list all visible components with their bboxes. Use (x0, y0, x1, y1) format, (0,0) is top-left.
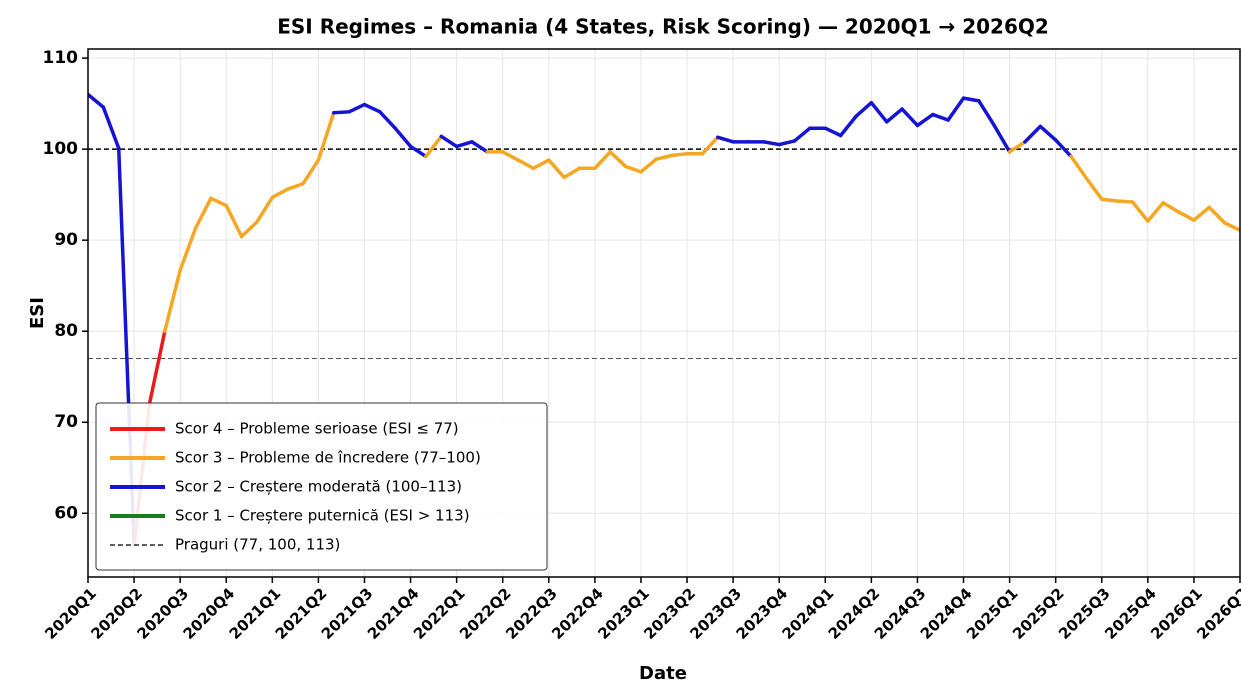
line-segment (777, 139, 797, 147)
line-segment (854, 100, 874, 119)
y-tick-label: 100 (43, 139, 79, 159)
line-segment (255, 195, 275, 224)
line-segment (239, 220, 259, 239)
line-segment (1038, 124, 1058, 142)
line-segment (285, 181, 305, 191)
line-segment (669, 151, 689, 158)
line-segment (1069, 154, 1089, 181)
line-segment (700, 135, 720, 156)
x-axis-label: Date (639, 663, 687, 683)
y-tick-label: 90 (54, 230, 78, 250)
line-segment (762, 140, 781, 147)
line-segment (178, 226, 198, 272)
line-segment (915, 112, 935, 128)
legend: Scor 4 – Probleme serioase (ESI ≤ 77) Sco… (95, 402, 548, 571)
line-segment (362, 102, 382, 114)
line-segment (1100, 197, 1119, 203)
line-segment (1053, 138, 1073, 159)
line-segment (347, 102, 367, 114)
line-segment (408, 144, 428, 159)
line-segment (439, 134, 459, 149)
line-segment (547, 158, 566, 180)
line-segment (163, 268, 182, 333)
line-segment (1007, 140, 1027, 154)
line-segment (332, 110, 351, 115)
line-segment (1192, 205, 1212, 222)
line-segment (470, 140, 490, 154)
line-segment (424, 134, 444, 159)
legend-label: Scor 2 – Creștere moderată (100–113) (175, 478, 462, 496)
line-segment (316, 110, 336, 162)
line-segment (500, 150, 520, 162)
line-segment (838, 114, 858, 138)
line-segment (1084, 176, 1104, 201)
line-segment (270, 187, 290, 200)
line-segment (1115, 199, 1135, 204)
y-tick-label: 80 (54, 321, 78, 341)
line-segment (869, 100, 889, 124)
line-segment (393, 126, 413, 149)
line-segment (900, 107, 920, 128)
line-segment (301, 158, 321, 186)
line-segment (562, 166, 582, 180)
line-segment (1207, 205, 1227, 225)
line-segment (1222, 221, 1240, 232)
line-segment (608, 150, 628, 169)
line-segment (88, 92, 106, 110)
legend-box (95, 402, 548, 571)
line-segment (623, 164, 643, 174)
legend-label: Scor 3 – Probleme de încredere (77–100) (175, 449, 481, 467)
line-segment (209, 196, 228, 208)
line-segment (531, 158, 551, 171)
line-segment (716, 135, 735, 144)
line-segment (654, 153, 674, 161)
line-segment (1161, 201, 1181, 214)
line-segment (101, 105, 121, 150)
legend-label: Scor 4 – Probleme serioase (ESI ≤ 77) (175, 420, 459, 438)
line-segment (224, 203, 244, 239)
chart-title: ESI Regimes – Romania (4 States, Risk Sc… (277, 15, 1049, 39)
legend-label: Scor 1 – Creștere puternică (ESI > 113) (175, 507, 470, 525)
line-segment (1176, 210, 1196, 222)
line-segment (147, 329, 167, 406)
legend-label: Praguri (77, 100, 113) (175, 536, 340, 554)
line-segment (1146, 201, 1165, 223)
plot-frame (87, 48, 1241, 578)
line-segment (378, 110, 397, 130)
line-segment (977, 99, 996, 128)
line-segment (931, 112, 950, 122)
y-tick-label: 60 (54, 503, 78, 523)
line-segment (884, 107, 904, 124)
line-segment (1023, 124, 1043, 144)
line-segment (1130, 200, 1150, 223)
line-segment (454, 140, 474, 149)
line-segment (639, 157, 659, 174)
line-segment (193, 196, 213, 231)
y-tick-label: 70 (54, 412, 78, 432)
line-segment (992, 123, 1012, 154)
line-segment (946, 96, 966, 122)
line-segment (516, 158, 536, 171)
line-segment (792, 126, 812, 143)
line-segment (961, 96, 981, 103)
line-segment (823, 126, 843, 138)
y-tick-label: 110 (43, 48, 79, 68)
line-segment (593, 150, 612, 171)
y-axis-label: ESI (27, 297, 48, 329)
